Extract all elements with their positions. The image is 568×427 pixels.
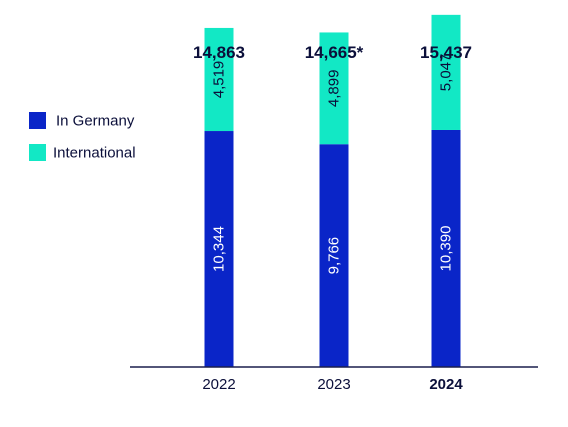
- segment-label-germany-2024: 10,390: [438, 226, 455, 272]
- total-label-2023: 14,665*: [305, 43, 364, 62]
- total-label-2022: 14,863: [193, 43, 245, 62]
- totals-group: 14,863 14,665* 15,437: [193, 43, 472, 62]
- segment-label-international-2023: 4,899: [326, 70, 343, 108]
- segment-label-germany-2023: 9,766: [326, 237, 343, 275]
- legend-label-international: International: [53, 145, 136, 162]
- legend-label-germany: In Germany: [56, 113, 135, 130]
- x-tick-2022: 2022: [202, 376, 235, 393]
- legend-swatch-international: [29, 144, 46, 161]
- bar-segment-international-2023: [319, 32, 349, 145]
- bar-segment-germany-2022: [204, 131, 234, 367]
- legend-swatch-germany: [29, 112, 46, 129]
- bar-segment-international-2022: [204, 27, 234, 132]
- bars-group: 10,344 4,519 9,766 4,899 10,390 5,047: [204, 14, 461, 367]
- bar-segment-germany-2023: [319, 144, 349, 367]
- segment-label-germany-2022: 10,344: [211, 226, 228, 272]
- x-axis-ticks: 2022 2023 2024: [202, 376, 463, 393]
- bar-segment-germany-2024: [431, 129, 461, 367]
- segment-label-international-2022: 4,519: [211, 61, 228, 99]
- x-tick-2023: 2023: [317, 376, 350, 393]
- total-label-2024: 15,437: [420, 43, 472, 62]
- legend: In Germany International: [29, 112, 136, 162]
- x-tick-2024: 2024: [429, 376, 463, 393]
- bar-segment-international-2024: [431, 14, 461, 130]
- segment-label-international-2024: 5,047: [438, 54, 455, 92]
